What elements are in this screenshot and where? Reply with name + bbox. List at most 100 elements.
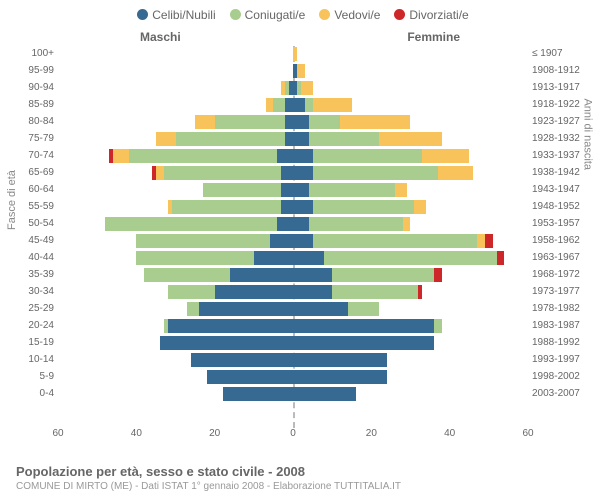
birth-year-label: 1908-1912 — [532, 65, 590, 76]
segment-coniugati — [434, 319, 442, 333]
birth-year-label: 1988-1992 — [532, 337, 590, 348]
female-bar — [293, 64, 305, 78]
birth-year-label: 2003-2007 — [532, 388, 590, 399]
male-bar — [160, 336, 293, 350]
x-tick: 60 — [52, 428, 63, 439]
segment-vedovi — [477, 234, 485, 248]
male-bar — [164, 319, 293, 333]
female-bar — [293, 132, 442, 146]
age-label: 65-69 — [12, 167, 54, 178]
segment-coniugati — [273, 98, 285, 112]
age-label: 95-99 — [12, 65, 54, 76]
female-bar — [293, 149, 469, 163]
female-bar — [293, 200, 426, 214]
legend-label-celibi: Celibi/Nubili — [152, 8, 215, 22]
age-label: 75-79 — [12, 133, 54, 144]
birth-year-label: 1913-1917 — [532, 82, 590, 93]
legend-swatch-divorziati — [394, 9, 405, 20]
birth-year-label: 1918-1922 — [532, 99, 590, 110]
female-bar — [293, 319, 442, 333]
segment-divorziati — [497, 251, 505, 265]
male-bar — [136, 234, 293, 248]
age-row: 30-341973-1977 — [58, 284, 528, 301]
segment-vedovi — [156, 132, 176, 146]
segment-coniugati — [324, 251, 496, 265]
age-label: 50-54 — [12, 218, 54, 229]
segment-celibi — [293, 98, 305, 112]
segment-vedovi — [195, 115, 215, 129]
female-bar — [293, 302, 379, 316]
age-row: 90-941913-1917 — [58, 80, 528, 97]
x-axis: 6040200204060 — [58, 428, 528, 444]
segment-coniugati — [203, 183, 281, 197]
segment-coniugati — [105, 217, 277, 231]
segment-coniugati — [313, 234, 478, 248]
female-bar — [293, 285, 422, 299]
segment-celibi — [285, 98, 293, 112]
age-row: 0-42003-2007 — [58, 386, 528, 403]
segment-coniugati — [176, 132, 286, 146]
birth-year-label: 1948-1952 — [532, 201, 590, 212]
female-bar — [293, 353, 387, 367]
male-bar — [187, 302, 293, 316]
age-row: 80-841923-1927 — [58, 114, 528, 131]
segment-vedovi — [438, 166, 473, 180]
segment-coniugati — [168, 285, 215, 299]
segment-celibi — [293, 285, 332, 299]
segment-celibi — [230, 268, 293, 282]
age-label: 55-59 — [12, 201, 54, 212]
male-bar — [109, 149, 293, 163]
female-bar — [293, 47, 297, 61]
age-label: 45-49 — [12, 235, 54, 246]
male-bar — [191, 353, 293, 367]
segment-coniugati — [348, 302, 379, 316]
segment-coniugati — [172, 200, 282, 214]
segment-celibi — [293, 183, 309, 197]
x-tick: 60 — [522, 428, 533, 439]
birth-year-label: 1928-1932 — [532, 133, 590, 144]
age-row: 60-641943-1947 — [58, 182, 528, 199]
age-label: 0-4 — [12, 388, 54, 399]
age-label: 100+ — [12, 48, 54, 59]
age-label: 30-34 — [12, 286, 54, 297]
segment-vedovi — [297, 64, 305, 78]
female-bar — [293, 98, 352, 112]
segment-celibi — [285, 132, 293, 146]
legend-swatch-coniugati — [230, 9, 241, 20]
male-bar — [105, 217, 293, 231]
age-label: 10-14 — [12, 354, 54, 365]
segment-coniugati — [313, 166, 438, 180]
segment-celibi — [293, 251, 324, 265]
birth-year-label: 1968-1972 — [532, 269, 590, 280]
birth-year-label: 1993-1997 — [532, 354, 590, 365]
chart-subtitle: COMUNE DI MIRTO (ME) - Dati ISTAT 1° gen… — [16, 481, 590, 492]
x-tick: 0 — [290, 428, 296, 439]
age-row: 70-741933-1937 — [58, 148, 528, 165]
male-bar — [195, 115, 293, 129]
segment-vedovi — [301, 81, 313, 95]
segment-celibi — [223, 387, 294, 401]
segment-coniugati — [144, 268, 230, 282]
age-row: 10-141993-1997 — [58, 352, 528, 369]
segment-celibi — [293, 149, 313, 163]
birth-year-label: 1923-1927 — [532, 116, 590, 127]
segment-celibi — [293, 234, 313, 248]
age-row: 40-441963-1967 — [58, 250, 528, 267]
segment-vedovi — [395, 183, 407, 197]
male-bar — [207, 370, 293, 384]
segment-celibi — [293, 132, 309, 146]
segment-celibi — [285, 115, 293, 129]
legend-swatch-vedovi — [319, 9, 330, 20]
birth-year-label: 1973-1977 — [532, 286, 590, 297]
age-row: 55-591948-1952 — [58, 199, 528, 216]
segment-celibi — [168, 319, 293, 333]
segment-celibi — [293, 302, 348, 316]
birth-year-label: 1953-1957 — [532, 218, 590, 229]
female-bar — [293, 183, 407, 197]
legend-label-divorziati: Divorziati/e — [409, 8, 468, 22]
age-label: 85-89 — [12, 99, 54, 110]
birth-year-label: 1998-2002 — [532, 371, 590, 382]
male-bar — [223, 387, 294, 401]
male-bar — [136, 251, 293, 265]
segment-celibi — [277, 217, 293, 231]
